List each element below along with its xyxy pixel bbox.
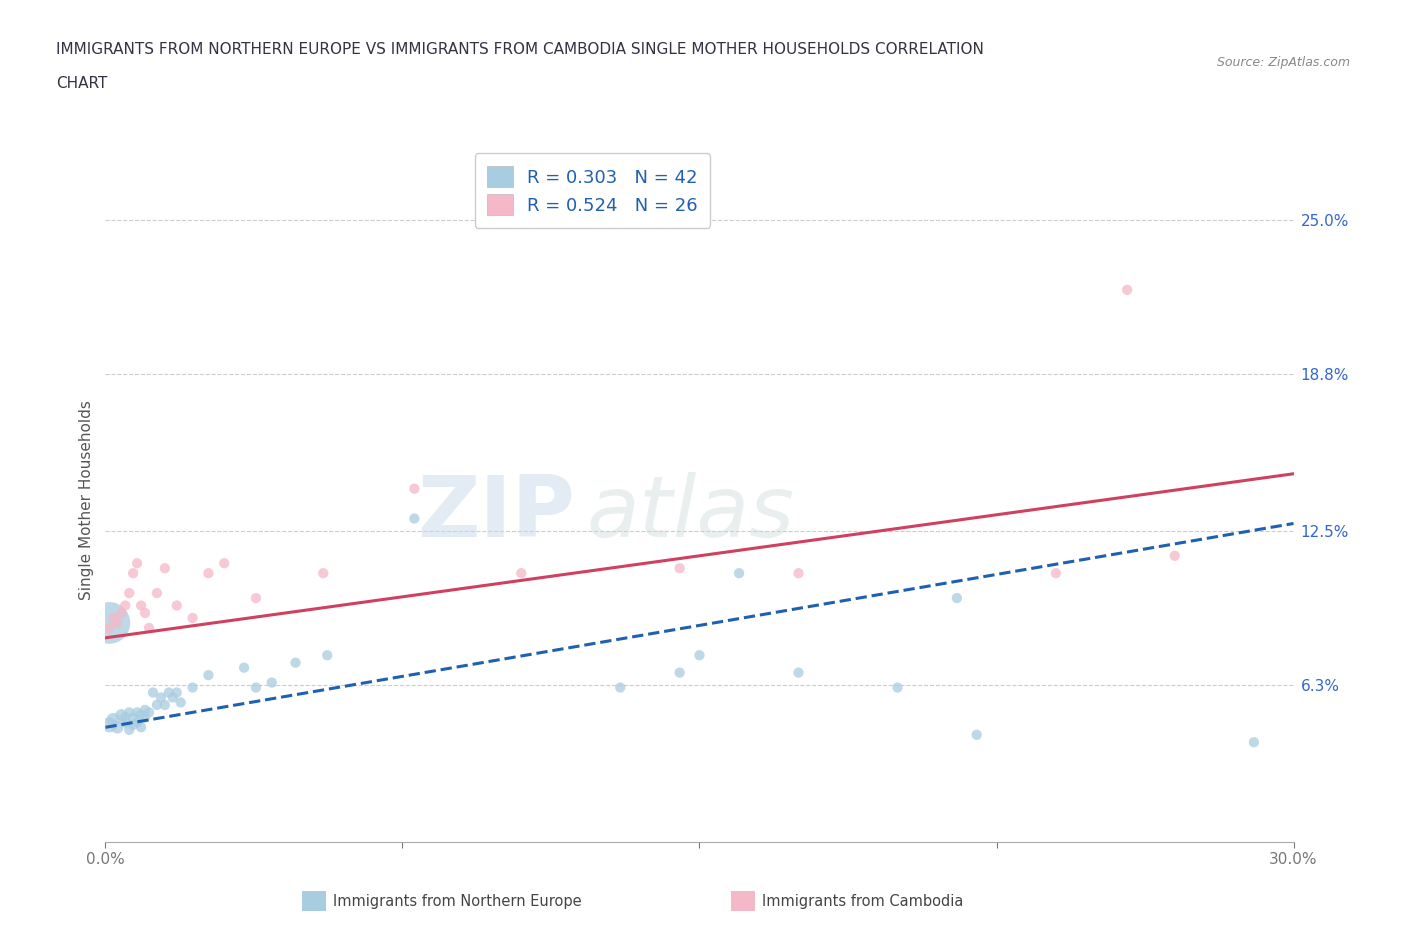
Point (404, 512, 426, 526)
Point (260, 675, 283, 690)
Point (118, 705, 141, 720)
Point (166, 598, 188, 613)
Point (946, 591, 969, 605)
Point (129, 720, 152, 735)
Point (284, 656, 307, 671)
Text: Immigrants from Northern Europe: Immigrants from Northern Europe (333, 894, 582, 909)
Point (181, 680, 204, 695)
Point (1164, 549, 1187, 564)
Point (233, 660, 256, 675)
Text: ZIP: ZIP (418, 472, 575, 555)
Point (122, 717, 145, 732)
Point (103, 610, 125, 625)
Point (149, 690, 172, 705)
Point (170, 695, 193, 710)
Point (118, 723, 141, 737)
Point (127, 556, 149, 571)
Point (197, 668, 219, 683)
Point (1045, 565, 1067, 580)
Legend: R = 0.303   N = 42, R = 0.524   N = 26: R = 0.303 N = 42, R = 0.524 N = 26 (475, 153, 710, 228)
Point (728, 565, 751, 580)
Point (122, 710, 145, 724)
Point (110, 708, 132, 723)
Point (787, 565, 810, 580)
Point (668, 665, 690, 680)
Point (245, 591, 267, 605)
Point (127, 715, 149, 730)
Point (134, 710, 156, 724)
Point (142, 685, 165, 700)
Point (98, 717, 121, 732)
Point (162, 690, 184, 705)
Point (114, 715, 136, 730)
Point (114, 710, 136, 724)
Point (114, 598, 136, 613)
Point (404, 481, 426, 496)
Point (312, 565, 335, 580)
Point (668, 561, 690, 576)
Point (134, 702, 156, 717)
Point (197, 565, 219, 580)
Point (98, 620, 121, 635)
Point (166, 685, 188, 700)
Text: Immigrants from Cambodia: Immigrants from Cambodia (762, 894, 963, 909)
Point (134, 605, 156, 620)
Point (689, 648, 711, 663)
Point (245, 680, 267, 695)
Point (153, 561, 176, 576)
Point (129, 598, 152, 613)
Point (105, 720, 128, 735)
Point (98, 616, 121, 631)
Point (609, 680, 631, 695)
Point (103, 712, 125, 727)
Point (157, 685, 180, 700)
Text: Source: ZipAtlas.com: Source: ZipAtlas.com (1216, 56, 1350, 69)
Point (181, 610, 204, 625)
Point (510, 565, 533, 580)
Text: IMMIGRANTS FROM NORTHERN EUROPE VS IMMIGRANTS FROM CAMBODIA SINGLE MOTHER HOUSEH: IMMIGRANTS FROM NORTHERN EUROPE VS IMMIG… (56, 42, 984, 57)
Point (122, 565, 145, 580)
Point (105, 616, 128, 631)
Point (1116, 283, 1139, 298)
Point (214, 556, 236, 571)
Point (129, 708, 152, 723)
Point (110, 605, 132, 620)
Point (316, 648, 339, 663)
Point (138, 620, 160, 635)
Text: CHART: CHART (56, 76, 108, 91)
Point (1243, 735, 1265, 750)
Point (146, 698, 169, 712)
Point (146, 586, 169, 601)
Point (118, 586, 141, 601)
Point (966, 727, 988, 742)
Point (886, 680, 908, 695)
Text: atlas: atlas (586, 472, 794, 555)
Point (787, 665, 810, 680)
Point (127, 705, 149, 720)
Point (138, 705, 160, 720)
Y-axis label: Single Mother Households: Single Mother Households (79, 400, 94, 600)
Point (153, 698, 176, 712)
